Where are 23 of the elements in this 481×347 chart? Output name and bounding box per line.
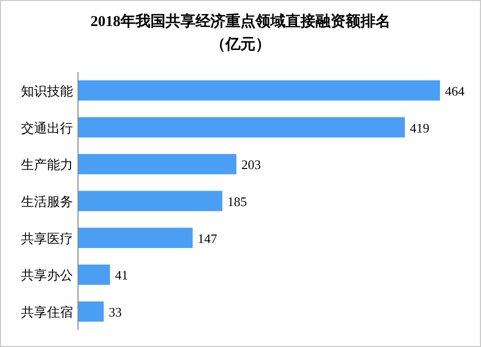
y-tick-label: 生活服务 [21,194,73,209]
data-label: 203 [241,157,261,172]
bar [78,301,104,322]
chart-subtitle: （亿元） [210,36,270,53]
y-tick-label: 共享办公 [21,268,73,283]
bar [78,190,222,212]
y-tick-label: 知识技能 [21,83,73,98]
data-label: 147 [198,230,218,246]
data-label: 41 [114,268,128,283]
bar [78,154,236,174]
y-tick-label: 交通出行 [21,120,73,136]
chart-title: 2018年我国共享经济重点领域直接融资额排名 [90,12,390,30]
y-tick-label: 共享医疗 [21,230,73,246]
bar [78,264,110,285]
bar [78,228,193,248]
data-label: 33 [108,304,122,320]
data-label: 419 [410,120,430,136]
y-tick-label: 生产能力 [21,157,73,172]
bar [78,80,440,101]
data-label: 464 [445,83,465,98]
bar [78,117,405,138]
data-label: 185 [227,194,247,209]
y-tick-label: 共享住宿 [21,304,73,320]
